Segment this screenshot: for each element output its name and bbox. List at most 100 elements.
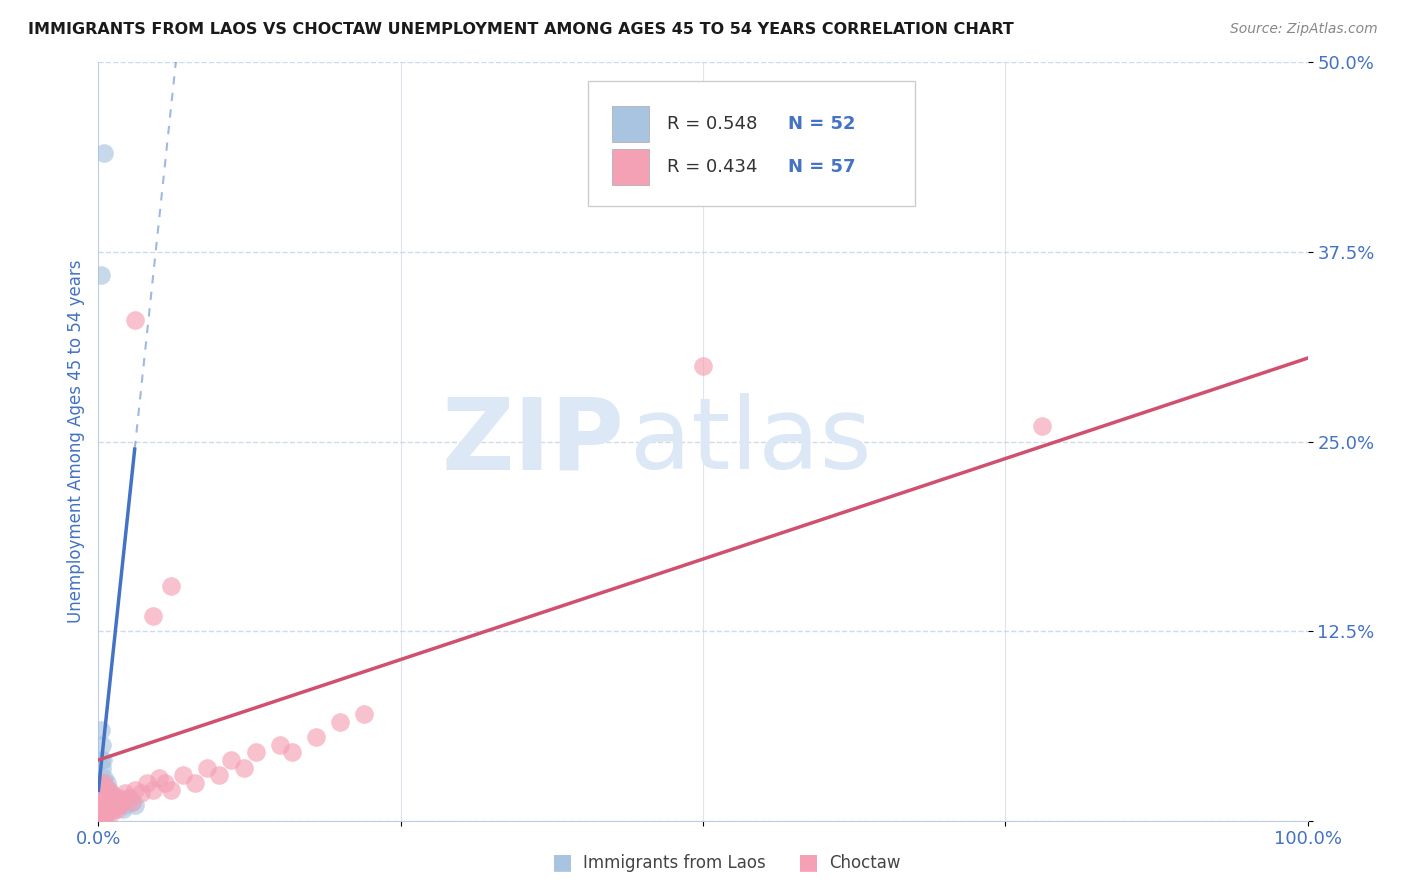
Point xyxy=(108,798,131,813)
Point xyxy=(121,796,143,810)
Point xyxy=(90,796,112,810)
Text: Choctaw: Choctaw xyxy=(830,855,901,872)
Point xyxy=(124,798,146,813)
Point xyxy=(100,806,122,821)
Text: Source: ZipAtlas.com: Source: ZipAtlas.com xyxy=(1230,22,1378,37)
Point xyxy=(91,786,114,800)
Point xyxy=(129,786,152,800)
Point xyxy=(97,783,120,797)
Point xyxy=(97,801,120,815)
Point xyxy=(100,796,122,810)
Point xyxy=(103,791,125,805)
Point xyxy=(100,796,122,810)
Point xyxy=(692,359,714,373)
Point xyxy=(281,746,304,760)
Point xyxy=(93,146,115,161)
Point xyxy=(93,806,115,821)
Text: N = 57: N = 57 xyxy=(787,158,855,176)
Point xyxy=(91,798,114,813)
Point xyxy=(90,796,112,810)
Point xyxy=(118,791,141,805)
Point xyxy=(91,806,114,821)
Point xyxy=(269,738,291,752)
Point xyxy=(94,783,117,797)
Point xyxy=(121,796,143,810)
Point xyxy=(100,791,122,805)
Point xyxy=(90,723,112,737)
Point xyxy=(90,776,112,790)
Point xyxy=(208,768,231,782)
Text: ZIP: ZIP xyxy=(441,393,624,490)
Point xyxy=(93,796,115,810)
Point xyxy=(91,753,114,767)
Point xyxy=(89,791,111,805)
Point xyxy=(91,786,114,800)
Point xyxy=(98,798,121,813)
Point xyxy=(91,760,114,774)
Point xyxy=(93,776,115,790)
Point xyxy=(96,791,118,805)
Point xyxy=(105,801,128,815)
Text: atlas: atlas xyxy=(630,393,872,490)
Point xyxy=(90,753,112,767)
Point xyxy=(91,801,114,815)
Point xyxy=(111,796,134,810)
Point xyxy=(96,806,118,821)
Point xyxy=(172,768,194,782)
Point xyxy=(94,806,117,821)
Point xyxy=(91,776,114,790)
Point xyxy=(124,313,146,327)
Point xyxy=(108,798,131,813)
Point xyxy=(142,783,165,797)
Point xyxy=(91,776,114,790)
Point xyxy=(160,783,183,797)
FancyBboxPatch shape xyxy=(588,81,915,207)
Text: R = 0.434: R = 0.434 xyxy=(666,158,758,176)
Point xyxy=(104,796,127,810)
Point xyxy=(93,786,115,800)
Text: ■: ■ xyxy=(553,853,572,872)
Point xyxy=(160,579,183,593)
Point xyxy=(103,791,125,805)
FancyBboxPatch shape xyxy=(613,149,648,186)
Point xyxy=(232,760,254,774)
Point xyxy=(89,806,111,821)
Text: Immigrants from Laos: Immigrants from Laos xyxy=(583,855,766,872)
Point xyxy=(105,798,128,813)
Point xyxy=(114,798,136,813)
Point xyxy=(142,608,165,623)
Point xyxy=(305,730,328,744)
Point xyxy=(97,786,120,800)
Point xyxy=(90,801,112,815)
Point xyxy=(89,791,111,805)
Point xyxy=(114,786,136,800)
Point xyxy=(124,783,146,797)
Point xyxy=(101,798,124,813)
Text: ■: ■ xyxy=(799,853,818,872)
Point xyxy=(98,783,121,797)
Point xyxy=(100,786,122,800)
Point xyxy=(1031,419,1053,434)
Point xyxy=(90,806,112,821)
Point xyxy=(89,806,111,821)
Text: IMMIGRANTS FROM LAOS VS CHOCTAW UNEMPLOYMENT AMONG AGES 45 TO 54 YEARS CORRELATI: IMMIGRANTS FROM LAOS VS CHOCTAW UNEMPLOY… xyxy=(28,22,1014,37)
Point xyxy=(91,798,114,813)
Point xyxy=(329,715,352,730)
Point xyxy=(135,776,157,790)
Point xyxy=(97,801,120,815)
Point xyxy=(93,798,115,813)
Point xyxy=(184,776,207,790)
Point xyxy=(111,801,134,815)
Text: N = 52: N = 52 xyxy=(787,115,855,133)
Point xyxy=(353,707,375,722)
Point xyxy=(96,806,118,821)
Point xyxy=(100,801,122,815)
Point xyxy=(96,776,118,790)
Point xyxy=(91,806,114,821)
Point xyxy=(107,796,129,810)
Point xyxy=(101,801,124,815)
Point xyxy=(195,760,218,774)
Point xyxy=(94,786,117,800)
Point xyxy=(91,786,114,800)
Point xyxy=(93,806,115,821)
